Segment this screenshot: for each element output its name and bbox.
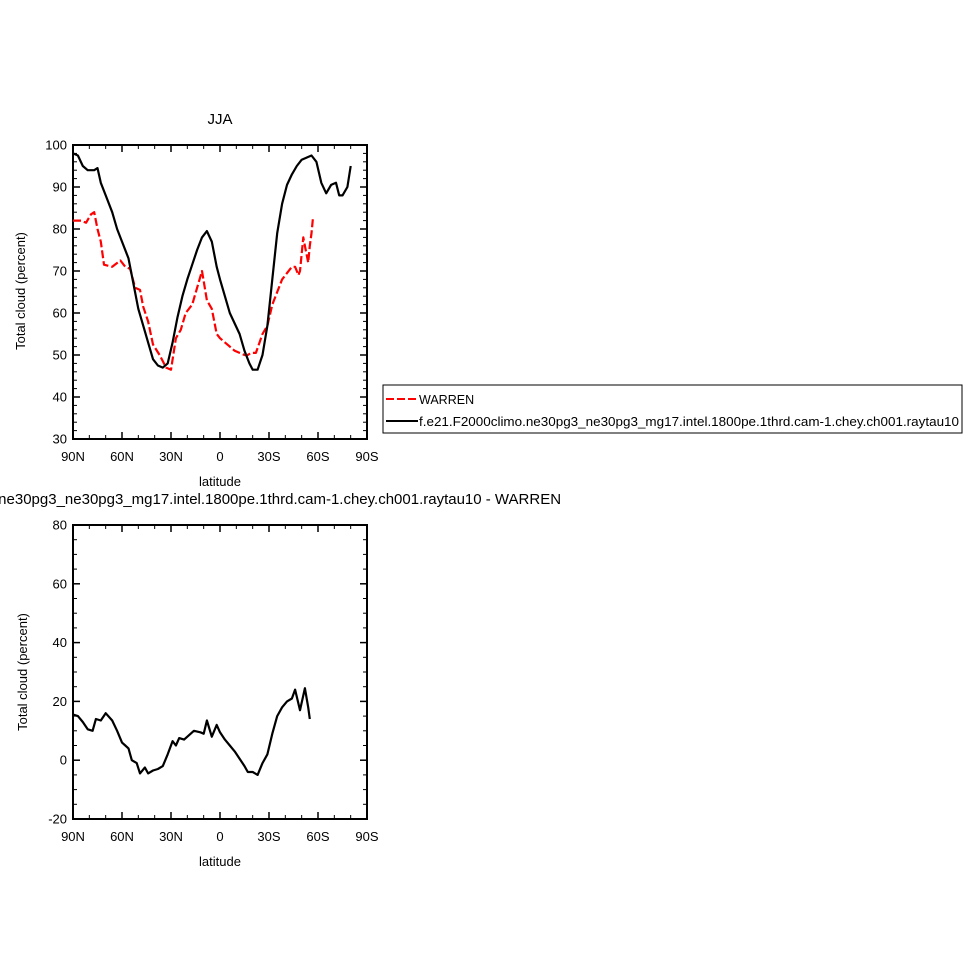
top-y-tick-label: 70 — [53, 264, 67, 279]
top-chart-panel: JJA 90N 60N 30N 0 30S 60S 90S 30 40 50 60 70 80 90 100… — [13, 111, 379, 489]
bottom-x-tick-label: 0 — [216, 829, 223, 844]
top-y-tick-label: 60 — [53, 306, 67, 321]
top-series-line-1 — [73, 211, 315, 371]
top-y-tick-label: 40 — [53, 390, 67, 405]
bottom-y-tick-label: 0 — [60, 753, 67, 768]
top-y-axis-label: Total cloud (percent) — [13, 232, 28, 350]
top-y-tick-label: 50 — [53, 348, 67, 363]
bottom-y-tick-label: -20 — [48, 812, 67, 827]
bottom-x-tick-label: 90N — [61, 829, 85, 844]
top-x-tick-label: 0 — [216, 449, 223, 464]
bottom-chart-panel: f.e21.F2000climo.ne30pg3_ne30pg3_mg17.in… — [0, 491, 561, 869]
top-series-line-2 — [72, 152, 352, 371]
bottom-series-layer — [72, 687, 311, 776]
top-y-tick-label: 30 — [53, 432, 67, 447]
bottom-x-tick-label: 60S — [306, 829, 329, 844]
top-x-tick-label: 90S — [355, 449, 378, 464]
top-y-tick-label: 90 — [53, 180, 67, 195]
top-x-axis-label: latitude — [199, 474, 241, 489]
bottom-x-axis-label: latitude — [199, 854, 241, 869]
bottom-y-axis-label: Total cloud (percent) — [15, 613, 30, 731]
legend-label-warren: WARREN — [419, 393, 474, 407]
bottom-series-line-1 — [72, 687, 311, 776]
top-x-tick-label: 30N — [159, 449, 183, 464]
legend-label-model: f.e21.F2000climo.ne30pg3_ne30pg3_mg17.in… — [419, 415, 959, 429]
top-x-tick-label: 60S — [306, 449, 329, 464]
bottom-y-tick-label: 60 — [53, 576, 67, 591]
bottom-x-tick-label: 90S — [355, 829, 378, 844]
top-x-tick-label: 30S — [257, 449, 280, 464]
bottom-x-tick-label: 60N — [110, 829, 134, 844]
top-x-tick-label: 60N — [110, 449, 134, 464]
top-chart-title: JJA — [207, 111, 232, 128]
bottom-x-tick-label: 30N — [159, 829, 183, 844]
top-y-tick-label: 100 — [45, 138, 67, 153]
bottom-y-tick-label: 20 — [53, 694, 67, 709]
bottom-chart-title: f.e21.F2000climo.ne30pg3_ne30pg3_mg17.in… — [0, 491, 561, 508]
bottom-y-tick-label: 40 — [53, 635, 67, 650]
top-plot-frame — [72, 144, 368, 440]
top-axis-ticks: 90N 60N 30N 0 30S 60S 90S 30 40 50 60 70 80 90 100 — [45, 138, 379, 465]
top-series-layer — [72, 152, 352, 371]
bottom-plot-frame — [72, 524, 368, 820]
bottom-x-tick-label: 30S — [257, 829, 280, 844]
legend-box — [382, 384, 963, 434]
legend: WARREN f.e21.F2000climo.ne30pg3_ne30pg3_… — [382, 384, 963, 434]
top-x-tick-label: 90N — [61, 449, 85, 464]
bottom-axis-ticks: 90N 60N 30N 0 30S 60S 90S -20 0 20 40 60 80 — [48, 518, 379, 845]
bottom-y-tick-label: 80 — [53, 518, 67, 533]
top-y-tick-label: 80 — [53, 222, 67, 237]
